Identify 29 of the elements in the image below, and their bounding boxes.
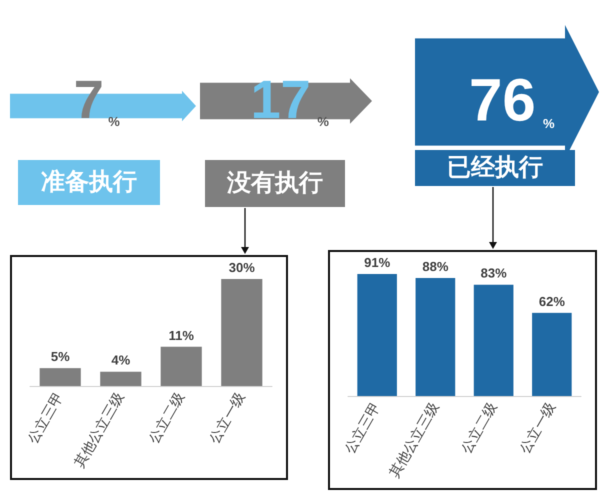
x-tick-label: 其他公立三级 [72, 390, 128, 471]
data-label: 91% [364, 255, 391, 270]
category-label: 准备执行 [41, 168, 137, 196]
data-label: 4% [111, 352, 131, 368]
data-label: 17% [250, 70, 330, 130]
category-label: 已经执行 [447, 153, 543, 181]
data-label: 11% [168, 328, 194, 343]
data-label: 76% [469, 66, 555, 134]
data-label: 83% [480, 266, 508, 281]
x-tick-label: 公立二级 [458, 400, 501, 456]
category-label: 没有执行 [226, 168, 323, 196]
bar [100, 372, 142, 386]
bar [357, 274, 397, 396]
data-label: 5% [50, 349, 70, 364]
x-tick-label: 公立三甲 [25, 390, 68, 446]
bar [221, 279, 262, 386]
bar [40, 368, 81, 386]
data-label: 30% [228, 260, 256, 275]
bar [532, 312, 572, 396]
x-tick-label: 公立二级 [146, 390, 188, 446]
x-tick-label: 公立一级 [206, 390, 249, 446]
x-tick-label: 公立三甲 [342, 400, 384, 456]
bar [160, 346, 202, 386]
bar [416, 278, 456, 396]
data-label: 88% [422, 259, 449, 274]
bar [474, 284, 514, 396]
data-label: 62% [538, 294, 566, 309]
x-tick-label: 其他公立三级 [386, 400, 442, 481]
x-tick-label: 公立一级 [516, 400, 559, 456]
